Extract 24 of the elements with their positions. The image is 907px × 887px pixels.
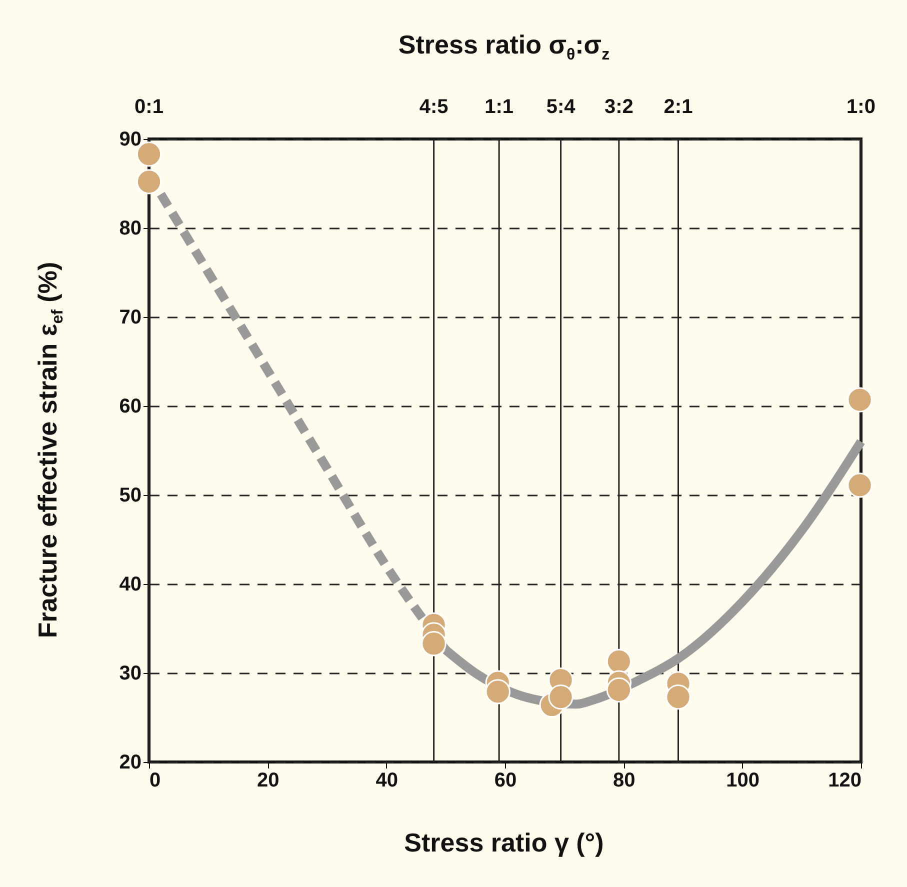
y-tick-label: 60 [119,396,142,418]
y-tick-label: 90 [119,128,142,150]
annotation: 4:5 [419,96,448,118]
y-tick-label: 30 [119,662,142,684]
x2-axis-title: Stress ratio σ$_{θ}$:σ$_{z}$ [398,29,610,65]
annotation: 0:1 [134,96,164,118]
x-tick-label: 80 [613,770,636,792]
x-tick-label: 0 [150,770,161,792]
y-tick-label: 70 [119,306,142,328]
y-tick-label: 50 [119,484,142,506]
y-tick-label: 80 [119,218,142,240]
annotation: 1:0 [846,96,876,118]
x-tick-label: 40 [376,770,398,792]
annotation: 3:2 [604,96,634,118]
annotation: 2:1 [664,96,693,118]
y-tick-label: 40 [119,574,142,596]
annotation: 5:4 [546,96,576,118]
x-tick-label: 120 [828,770,862,792]
y-tick-label: 20 [119,752,142,774]
x-tick-label: 100 [726,770,760,792]
x-axis-title: Stress ratio γ (°) [404,828,604,858]
x-tick-label: 20 [257,770,280,792]
annotation: 1:1 [484,96,514,118]
x-tick-label: 60 [494,770,517,792]
